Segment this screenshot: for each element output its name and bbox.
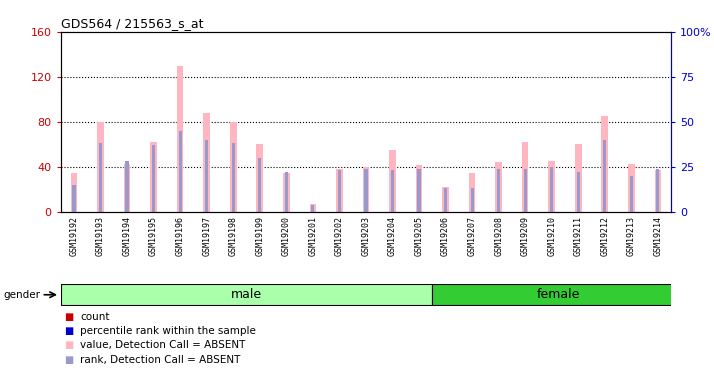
Bar xyxy=(496,162,502,212)
Bar xyxy=(471,189,473,212)
Bar xyxy=(548,161,555,212)
Bar xyxy=(177,66,183,212)
Text: GSM19211: GSM19211 xyxy=(574,216,583,256)
Bar xyxy=(72,185,76,212)
Bar xyxy=(416,165,422,212)
Text: GSM19196: GSM19196 xyxy=(176,216,185,256)
Bar xyxy=(628,164,635,212)
Text: GSM19204: GSM19204 xyxy=(388,216,397,256)
Bar xyxy=(656,169,660,212)
Text: GDS564 / 215563_s_at: GDS564 / 215563_s_at xyxy=(61,17,203,30)
Text: ■: ■ xyxy=(64,326,74,336)
Bar xyxy=(601,116,608,212)
Text: GSM19210: GSM19210 xyxy=(547,216,556,256)
Text: GSM19208: GSM19208 xyxy=(494,216,503,256)
Text: ■: ■ xyxy=(64,340,74,350)
Text: GSM19207: GSM19207 xyxy=(468,216,476,256)
Text: GSM19201: GSM19201 xyxy=(308,216,317,256)
Text: male: male xyxy=(231,288,262,301)
Bar xyxy=(432,284,685,305)
Bar xyxy=(150,142,157,212)
Text: GSM19205: GSM19205 xyxy=(415,216,423,256)
Bar xyxy=(523,169,527,212)
Text: ■: ■ xyxy=(64,312,74,322)
Text: GSM19200: GSM19200 xyxy=(282,216,291,256)
Text: ■: ■ xyxy=(64,355,74,364)
Bar xyxy=(258,158,261,212)
Text: GSM19212: GSM19212 xyxy=(600,216,609,256)
Bar xyxy=(444,189,447,212)
Text: gender: gender xyxy=(4,290,41,300)
Bar xyxy=(61,284,432,305)
Text: GSM19203: GSM19203 xyxy=(361,216,371,256)
Bar xyxy=(363,167,369,212)
Bar xyxy=(389,150,396,212)
Text: GSM19214: GSM19214 xyxy=(653,216,663,256)
Text: GSM19202: GSM19202 xyxy=(335,216,344,256)
Bar xyxy=(575,144,582,212)
Text: GSM19194: GSM19194 xyxy=(123,216,131,256)
Bar xyxy=(310,204,316,212)
Text: percentile rank within the sample: percentile rank within the sample xyxy=(80,326,256,336)
Bar xyxy=(522,142,528,212)
Text: GSM19213: GSM19213 xyxy=(627,216,636,256)
Text: count: count xyxy=(80,312,109,322)
Bar xyxy=(71,172,77,212)
Bar xyxy=(603,140,606,212)
Text: rank, Detection Call = ABSENT: rank, Detection Call = ABSENT xyxy=(80,355,241,364)
Text: GSM19192: GSM19192 xyxy=(69,216,79,256)
Bar xyxy=(497,169,501,212)
Bar xyxy=(577,172,580,212)
Bar xyxy=(124,164,131,212)
Bar xyxy=(97,122,104,212)
Bar xyxy=(550,167,553,212)
Bar xyxy=(391,171,394,212)
Bar xyxy=(231,144,235,212)
Bar xyxy=(364,169,368,212)
Bar xyxy=(311,205,314,212)
Text: female: female xyxy=(537,288,580,301)
Bar xyxy=(630,176,633,212)
Bar xyxy=(152,145,155,212)
Bar xyxy=(336,169,343,212)
Bar xyxy=(99,144,102,212)
Text: GSM19195: GSM19195 xyxy=(149,216,158,256)
Bar xyxy=(469,172,476,212)
Bar xyxy=(285,172,288,212)
Text: GSM19199: GSM19199 xyxy=(256,216,264,256)
Bar xyxy=(338,171,341,212)
Text: GSM19198: GSM19198 xyxy=(228,216,238,256)
Text: value, Detection Call = ABSENT: value, Detection Call = ABSENT xyxy=(80,340,246,350)
Bar xyxy=(256,144,263,212)
Bar xyxy=(203,113,210,212)
Text: GSM19206: GSM19206 xyxy=(441,216,450,256)
Bar xyxy=(418,169,421,212)
Bar xyxy=(126,162,129,212)
Bar xyxy=(178,131,182,212)
Bar xyxy=(205,140,208,212)
Bar xyxy=(230,122,236,212)
Text: GSM19209: GSM19209 xyxy=(521,216,530,256)
Bar xyxy=(283,172,290,212)
Text: GSM19193: GSM19193 xyxy=(96,216,105,256)
Bar xyxy=(655,170,661,212)
Bar xyxy=(442,187,449,212)
Text: GSM19197: GSM19197 xyxy=(202,216,211,256)
